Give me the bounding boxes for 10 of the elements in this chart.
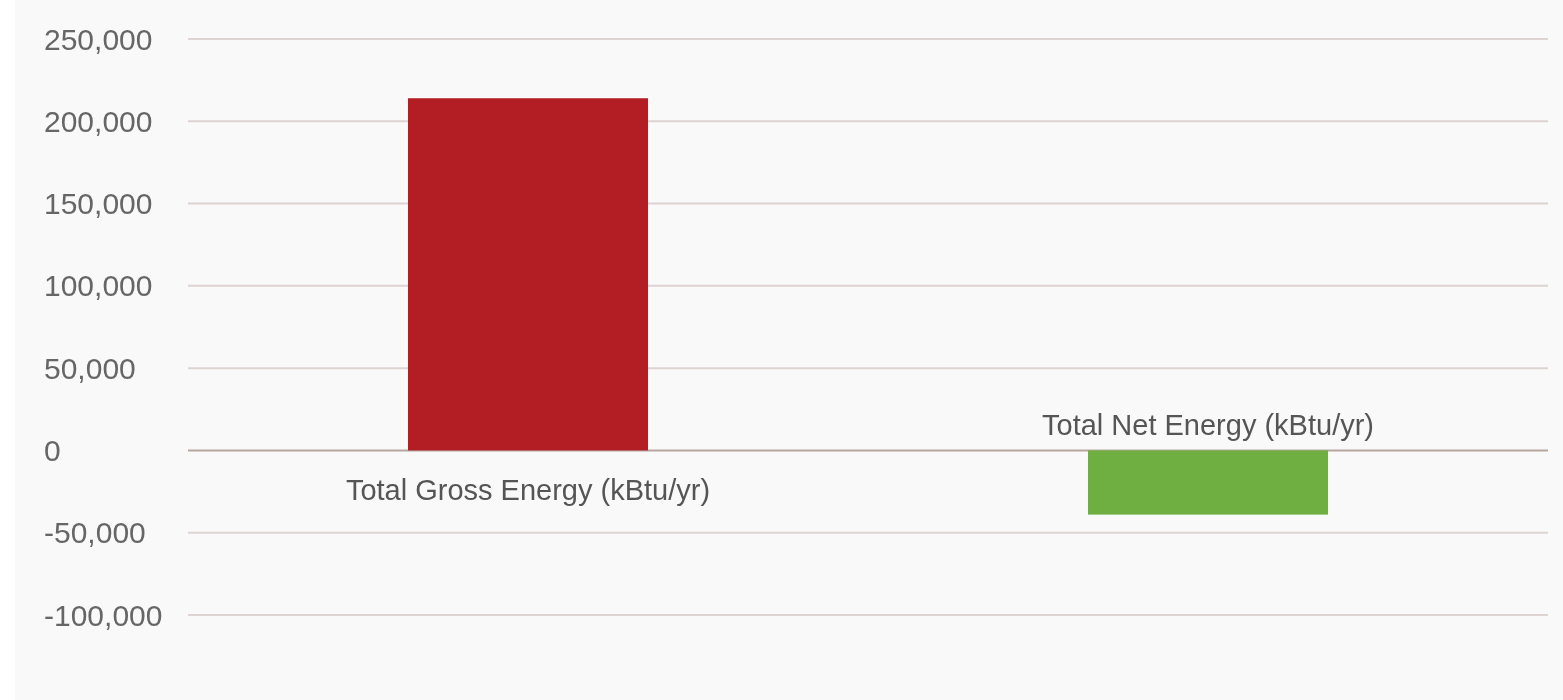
y-tick-label: -50,000 [44, 516, 146, 550]
y-tick-label: -100,000 [44, 598, 163, 632]
y-tick-label: 200,000 [44, 104, 153, 138]
y-tick-label: 0 [44, 433, 61, 467]
y-tick-label: 250,000 [44, 22, 153, 56]
y-tick-label: 100,000 [44, 269, 153, 303]
x-tick-label: Total Net Energy (kBtu/yr) [1042, 408, 1374, 441]
y-tick-label: 150,000 [44, 187, 153, 221]
x-tick-label: Total Gross Energy (kBtu/yr) [345, 473, 711, 506]
y-tick-label: 50,000 [44, 351, 136, 385]
